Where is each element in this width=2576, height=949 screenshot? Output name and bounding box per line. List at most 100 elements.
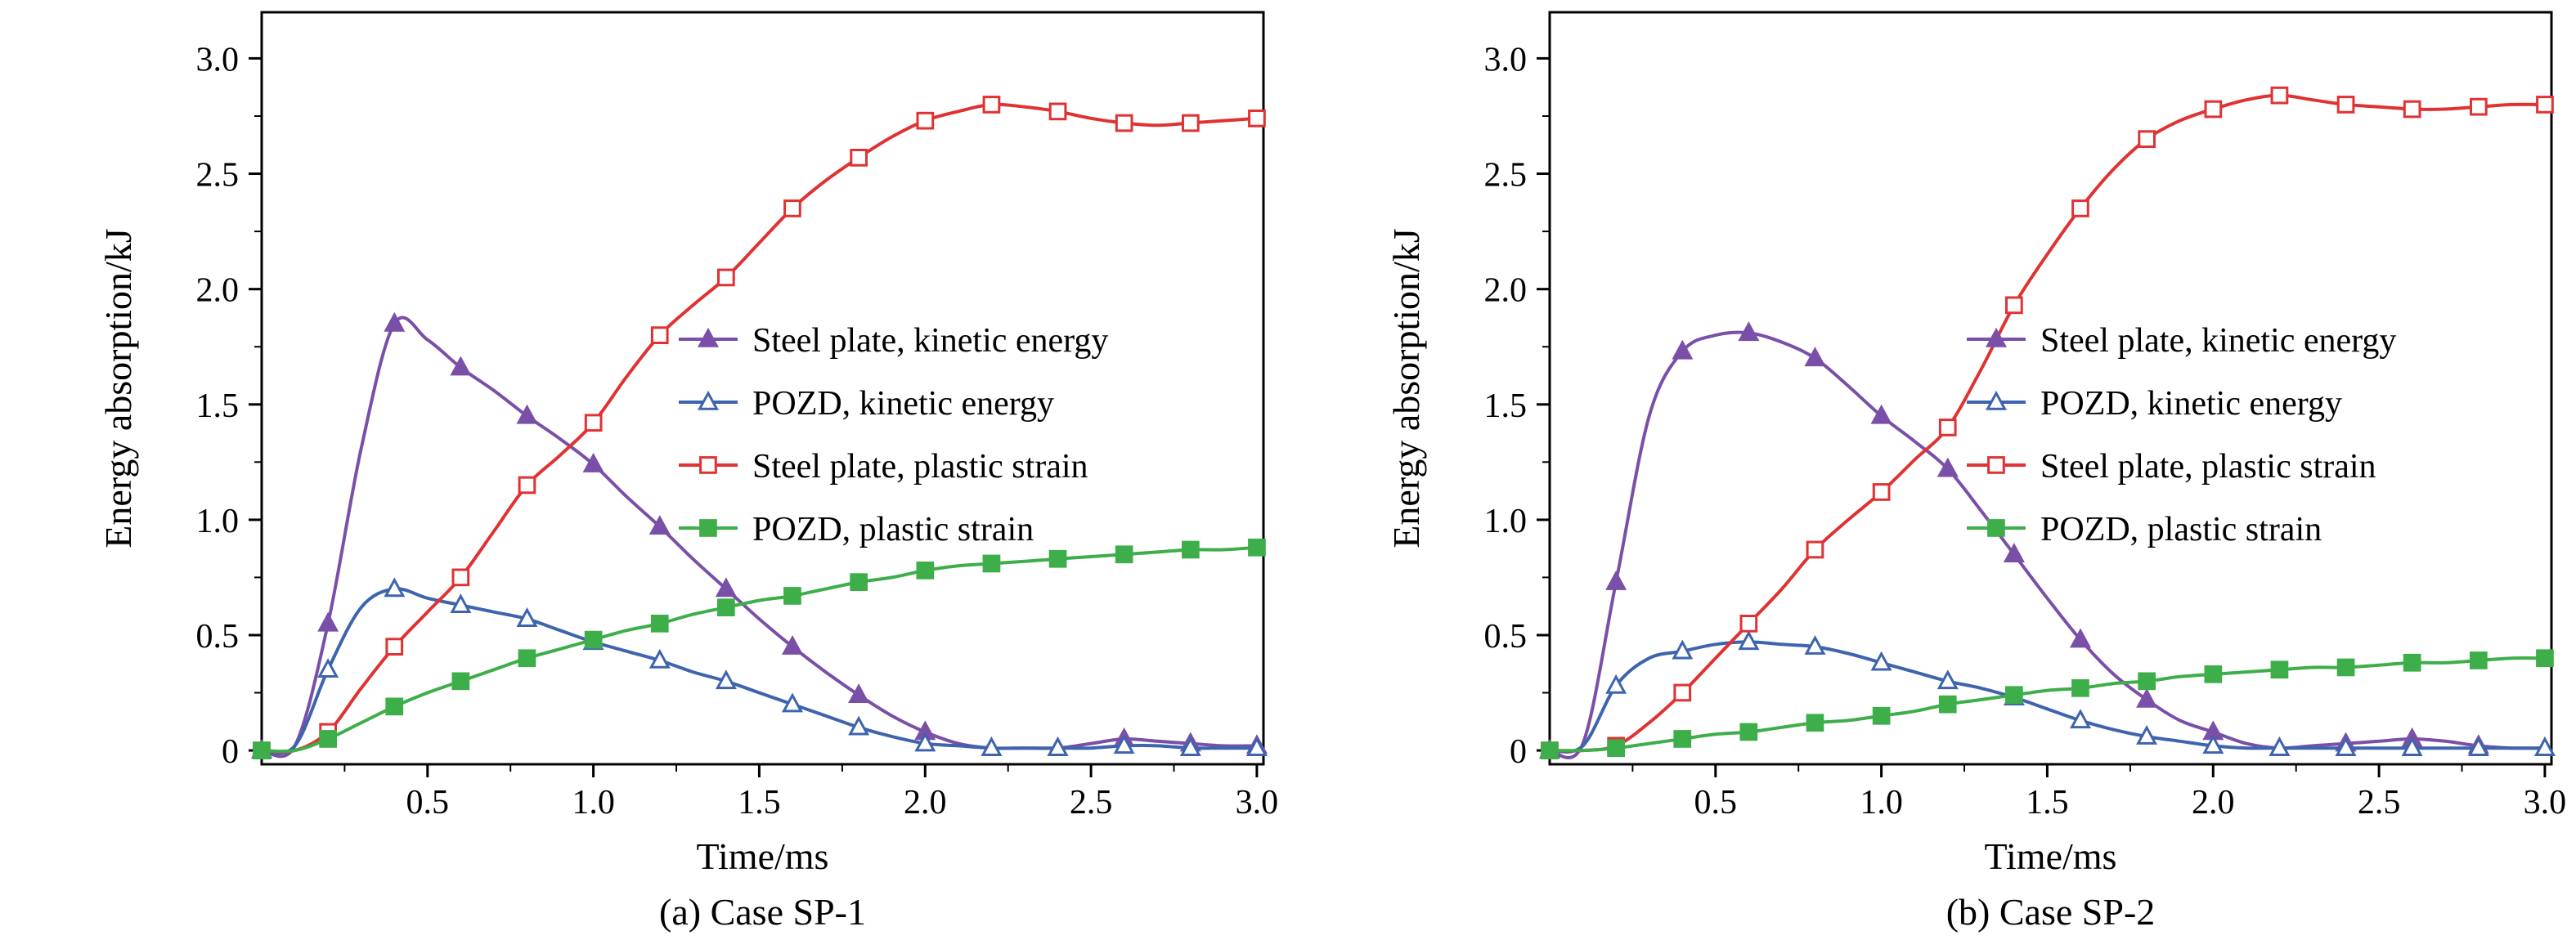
series-marker-square xyxy=(650,326,669,344)
series-marker-square xyxy=(451,568,470,587)
series-marker-square xyxy=(584,630,603,649)
series-marker-square xyxy=(982,96,1001,114)
series-marker-square xyxy=(2270,86,2289,105)
series-marker-triangle xyxy=(2136,687,2158,708)
series-marker-triangle xyxy=(2533,736,2556,756)
series-marker-square xyxy=(2138,672,2156,691)
series-line xyxy=(1549,93,2545,753)
y-tick-label: 2.5 xyxy=(196,157,240,195)
y-tick-label: 2.0 xyxy=(196,272,240,310)
series-marker-triangle xyxy=(1936,669,1959,690)
x-tick-label: 1.0 xyxy=(1860,784,1903,821)
series-marker-triangle xyxy=(2003,543,2025,562)
series-marker-square xyxy=(783,199,801,217)
series-marker-square xyxy=(518,476,536,495)
series-marker-square xyxy=(319,730,337,748)
x-tick-label: 1.5 xyxy=(738,784,781,821)
series-marker-square xyxy=(1115,545,1133,564)
series-marker-square xyxy=(2336,96,2355,114)
series-marker-square xyxy=(1673,730,1692,748)
series-marker-triangle xyxy=(697,327,720,347)
series-marker-square xyxy=(2005,296,2023,315)
plot-frame xyxy=(1548,11,2553,766)
series-marker-square xyxy=(2336,658,2355,677)
series-marker-triangle xyxy=(648,648,671,669)
series-line xyxy=(1549,656,2545,753)
series-marker-triangle xyxy=(1047,736,1069,756)
series-marker-square xyxy=(850,149,868,167)
series-marker-square xyxy=(1541,741,1559,759)
series-marker-triangle xyxy=(2335,736,2357,756)
series-line xyxy=(1549,640,2545,754)
y-tick-label: 0 xyxy=(1510,733,1527,771)
legend-label: POZD, kinetic energy xyxy=(752,385,1054,423)
x-axis-title: Time/ms xyxy=(697,835,829,877)
series-marker-square xyxy=(2470,651,2488,669)
series-marker-square xyxy=(1806,540,1824,559)
x-tick-label: 2.0 xyxy=(2192,784,2235,821)
series-marker-triangle xyxy=(317,658,339,678)
x-tick-label: 2.5 xyxy=(2358,784,2401,821)
series-marker-square xyxy=(253,741,271,759)
series-marker-triangle xyxy=(1804,634,1826,655)
series-marker-triangle xyxy=(715,669,737,690)
series-marker-square xyxy=(2071,679,2089,697)
series-marker-triangle xyxy=(1672,639,1694,660)
series-marker-triangle xyxy=(450,593,472,613)
series-marker-triangle xyxy=(2136,724,2158,745)
y-tick-label: 2.5 xyxy=(1484,157,1528,195)
x-tick-label: 1.0 xyxy=(572,784,615,821)
x-tick-label: 0.5 xyxy=(1694,784,1738,821)
series-marker-square xyxy=(2536,649,2554,668)
series-line xyxy=(261,545,1258,754)
series-marker-triangle xyxy=(317,611,339,632)
y-axis-title: Energy absorption/kJ xyxy=(97,228,139,548)
x-axis-title: Time/ms xyxy=(1985,835,2117,877)
series-marker-square xyxy=(518,649,536,668)
series-marker-triangle xyxy=(1738,321,1760,342)
plot-frame xyxy=(260,11,1265,766)
series-marker-square xyxy=(2138,130,2156,149)
series-marker-triangle xyxy=(2467,736,2489,756)
y-tick-label: 0.5 xyxy=(196,618,240,656)
legend-label: POZD, plastic strain xyxy=(2040,511,2322,548)
y-tick-label: 0.5 xyxy=(1484,618,1528,656)
series-marker-square xyxy=(2470,97,2488,116)
series-marker-triangle xyxy=(1605,674,1627,694)
y-tick-label: 3.0 xyxy=(1484,41,1528,78)
series-marker-triangle xyxy=(450,356,472,376)
series-marker-triangle xyxy=(1870,404,1892,424)
series-marker-square xyxy=(1806,714,1824,732)
y-tick-label: 1.0 xyxy=(196,503,240,540)
y-tick-label: 1.5 xyxy=(1484,387,1528,425)
series-marker-triangle xyxy=(516,404,538,424)
series-marker-square xyxy=(1115,114,1133,132)
legend-label: Steel plate, plastic strain xyxy=(2040,448,2376,486)
legend-label: Steel plate, kinetic energy xyxy=(2040,322,2396,360)
x-tick-label: 2.0 xyxy=(904,784,947,821)
series-marker-square xyxy=(2270,660,2289,679)
series-marker-square xyxy=(916,562,935,580)
series-marker-triangle xyxy=(1738,630,1760,651)
series-marker-triangle xyxy=(2069,709,2092,729)
x-tick-label: 3.0 xyxy=(1236,784,1279,821)
x-tick-label: 2.5 xyxy=(1070,784,1113,821)
series-marker-square xyxy=(2403,100,2421,119)
series-marker-square xyxy=(1872,706,1891,725)
series-marker-triangle xyxy=(848,715,870,736)
legend-label: POZD, plastic strain xyxy=(752,511,1034,548)
series-marker-square xyxy=(584,414,603,432)
series-marker-square xyxy=(850,573,868,591)
series-marker-square xyxy=(1872,483,1891,501)
chart-caption-sp2: (b) Case SP-2 xyxy=(1945,891,2156,933)
series-marker-square xyxy=(1182,114,1200,132)
series-marker-triangle xyxy=(516,607,538,627)
series-marker-square xyxy=(2005,686,2023,705)
series-marker-square xyxy=(1673,683,1692,702)
series-marker-square xyxy=(982,554,1001,573)
series-marker-triangle xyxy=(1672,339,1694,360)
series-marker-triangle xyxy=(1804,347,1826,367)
series-marker-square xyxy=(1248,538,1266,557)
series-marker-square xyxy=(1938,419,1957,436)
